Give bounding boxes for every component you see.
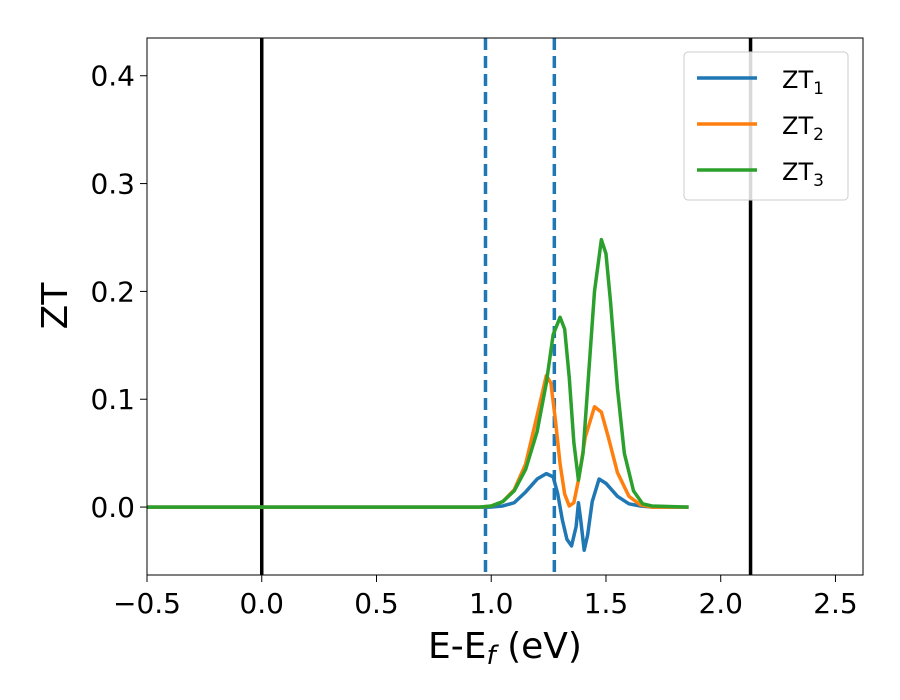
y-tick-label: 0.3 xyxy=(90,168,135,201)
plot-frame xyxy=(146,37,864,576)
legend-label-zt3: ZT3 xyxy=(782,158,824,191)
x-tick-label: 0.0 xyxy=(239,587,284,620)
legend: ZT1 ZT2 ZT3 xyxy=(683,51,849,201)
x-tick-label: 2.5 xyxy=(813,587,858,620)
x-tick-label: 2.0 xyxy=(698,587,743,620)
y-tick-label: 0.1 xyxy=(90,383,135,416)
legend-label-zt2: ZT2 xyxy=(782,112,824,145)
y-axis-label: ZT xyxy=(35,282,76,330)
x-tick-label: 0.5 xyxy=(354,587,399,620)
legend-box xyxy=(683,51,849,201)
series-line-zt3 xyxy=(147,237,689,509)
x-axis: −0.5 0.0 0.5 1.0 1.5 2.0 2.5 xyxy=(113,575,858,620)
x-tick-label: 1.0 xyxy=(469,587,514,620)
series-line-zt1 xyxy=(147,471,689,552)
y-axis: 0.0 0.1 0.2 0.3 0.4 xyxy=(90,60,147,524)
y-tick-label: 0.4 xyxy=(90,60,135,93)
x-axis-label: E-Ef (eV) xyxy=(428,626,582,671)
x-tick-label: −0.5 xyxy=(113,587,181,620)
legend-label-zt1: ZT1 xyxy=(782,66,824,99)
y-tick-label: 0.0 xyxy=(90,491,135,524)
x-tick-label: 1.5 xyxy=(584,587,629,620)
y-tick-label: 0.2 xyxy=(90,275,135,308)
